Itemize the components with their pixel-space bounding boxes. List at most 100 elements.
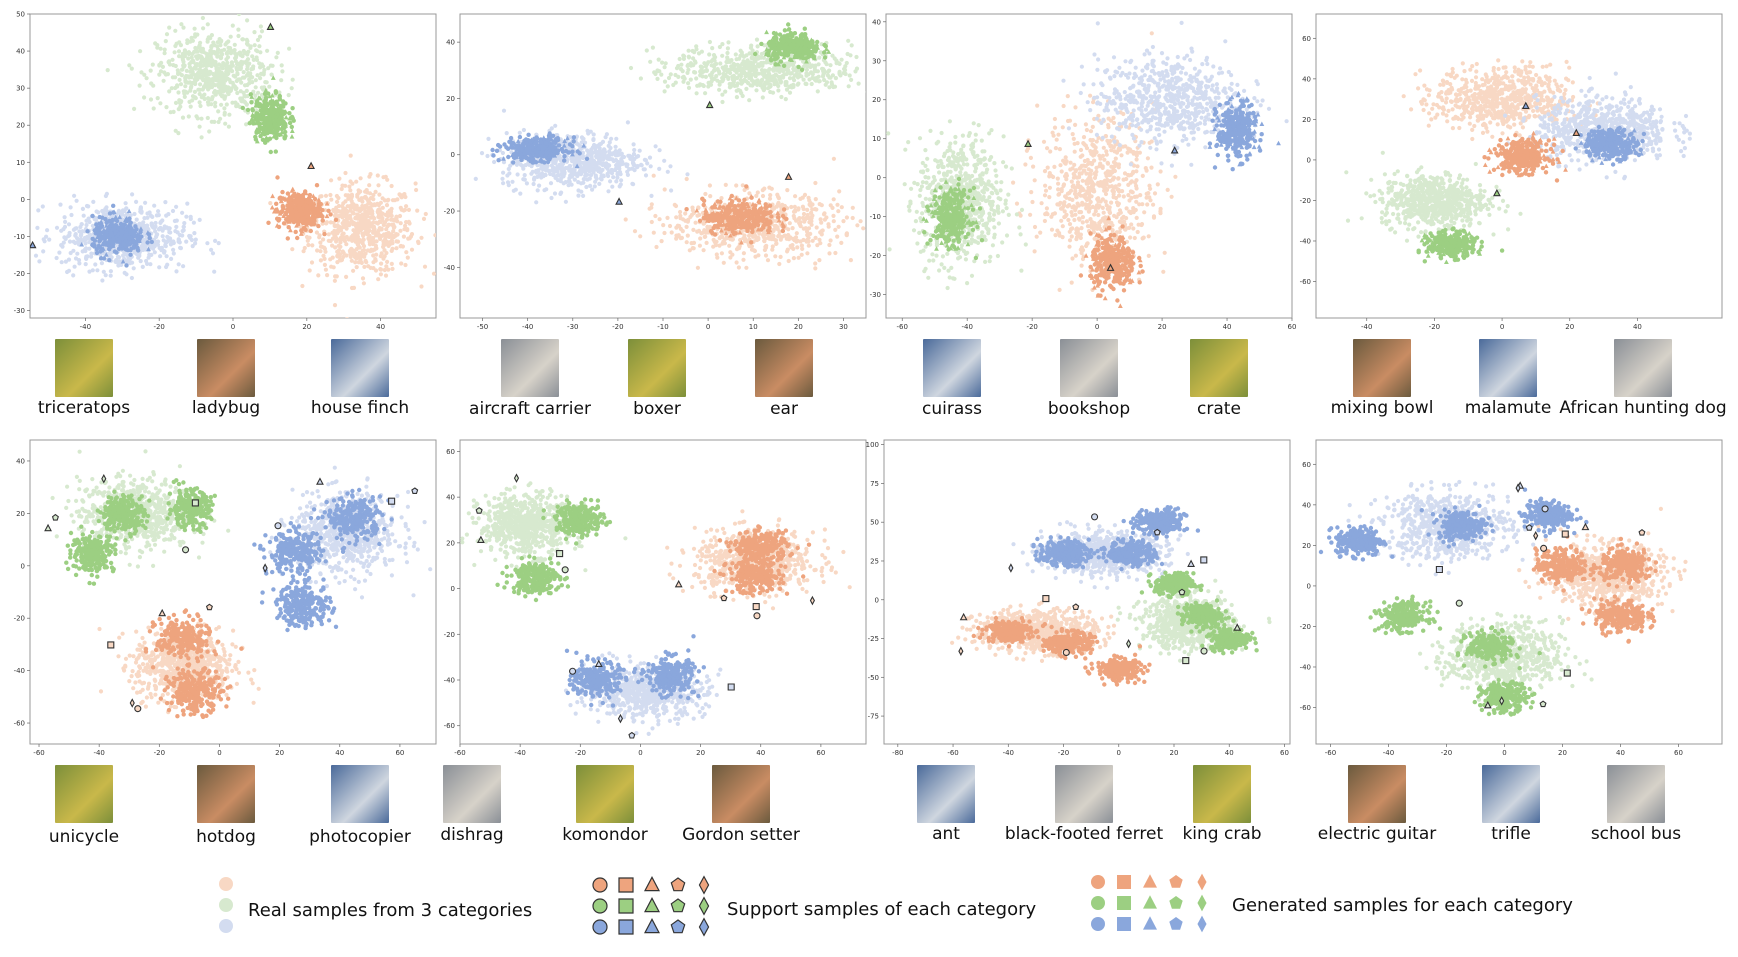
real-sample-point [102, 231, 107, 236]
real-sample-point [741, 236, 746, 241]
real-sample-point [247, 81, 252, 86]
real-sample-point [550, 142, 555, 148]
real-sample-point [10, 200, 14, 204]
real-sample-point [225, 90, 230, 95]
real-sample-point [681, 79, 686, 84]
generated-sample-point [734, 208, 739, 214]
real-sample-point [219, 50, 224, 55]
real-sample-point [585, 166, 590, 171]
real-sample-point [315, 201, 320, 206]
real-sample-point [304, 228, 309, 233]
real-sample-point [255, 37, 261, 43]
generated-sample-point [109, 231, 115, 236]
real-sample-point [150, 214, 155, 219]
real-sample-point [331, 220, 336, 225]
real-sample-point [600, 162, 605, 167]
real-sample-point [389, 232, 394, 237]
real-sample-point [782, 233, 788, 238]
real-sample-point [337, 252, 343, 257]
real-sample-point [197, 217, 202, 222]
generated-sample-point [109, 223, 115, 229]
real-sample-point [598, 157, 604, 162]
real-sample-point [703, 205, 708, 210]
real-sample-point [259, 62, 264, 67]
real-sample-point [673, 72, 678, 78]
real-sample-point [572, 168, 577, 173]
real-sample-point [173, 63, 178, 69]
real-sample-point [739, 230, 744, 235]
generated-sample-point [305, 213, 311, 218]
real-sample-point [552, 154, 557, 159]
real-sample-point [688, 63, 694, 68]
real-sample-point [760, 85, 765, 90]
real-sample-point [248, 44, 253, 49]
real-sample-point [700, 210, 706, 215]
real-sample-point [164, 264, 169, 270]
real-sample-point [813, 235, 818, 240]
real-sample-point [33, 253, 39, 258]
generated-sample-point [292, 191, 297, 196]
real-sample-point [735, 75, 740, 81]
generated-sample-point [267, 120, 273, 125]
real-sample-point [732, 68, 737, 73]
real-sample-point [732, 75, 737, 81]
real-sample-point [351, 204, 357, 209]
real-sample-point [181, 89, 186, 94]
real-sample-point [334, 239, 339, 244]
generated-sample-point [267, 122, 272, 127]
real-sample-point [574, 134, 580, 139]
real-sample-point [177, 240, 182, 245]
real-sample-point [763, 253, 769, 258]
real-sample-point [371, 266, 376, 271]
real-sample-point [780, 202, 785, 207]
generated-sample-point [304, 198, 310, 203]
real-sample-point [87, 233, 92, 238]
real-sample-point [833, 76, 839, 81]
real-sample-point [787, 221, 792, 226]
real-sample-point [368, 196, 374, 201]
real-sample-point [738, 66, 744, 71]
real-sample-point [266, 66, 271, 71]
real-sample-point [385, 240, 390, 245]
real-sample-point [703, 217, 709, 222]
real-sample-point [576, 160, 581, 165]
real-sample-point [144, 237, 150, 242]
generated-sample-point [280, 112, 286, 117]
real-sample-point [761, 233, 767, 238]
real-sample-point [730, 237, 735, 242]
real-sample-point [345, 209, 350, 214]
generated-sample-point [131, 232, 136, 237]
real-sample-point [207, 83, 212, 88]
generated-sample-point [127, 224, 133, 230]
real-sample-point [734, 210, 739, 215]
real-sample-point [615, 151, 620, 156]
real-sample-point [94, 248, 99, 253]
real-sample-point [792, 216, 797, 221]
real-sample-point [731, 229, 736, 235]
real-sample-point [344, 221, 350, 226]
real-sample-point [566, 183, 571, 188]
real-sample-point [127, 257, 132, 262]
real-sample-point [162, 250, 167, 255]
real-sample-point [79, 239, 84, 244]
generated-sample-point [102, 236, 108, 241]
real-sample-point [590, 160, 595, 165]
real-sample-point [103, 246, 108, 251]
generated-sample-point [296, 196, 302, 202]
real-sample-point [101, 269, 106, 274]
real-sample-point [542, 164, 547, 169]
real-sample-point [607, 140, 612, 145]
real-sample-point [222, 74, 227, 79]
generated-sample-point [281, 119, 286, 125]
generated-sample-point [136, 238, 142, 244]
real-sample-point [94, 221, 99, 226]
real-sample-point [797, 38, 802, 44]
real-sample-point [781, 61, 786, 66]
real-sample-point [182, 63, 187, 68]
real-sample-point [177, 77, 182, 82]
real-sample-point [373, 257, 378, 262]
real-sample-point [92, 234, 97, 239]
real-sample-point [333, 224, 338, 229]
real-sample-point [416, 240, 421, 246]
real-sample-point [368, 209, 373, 214]
